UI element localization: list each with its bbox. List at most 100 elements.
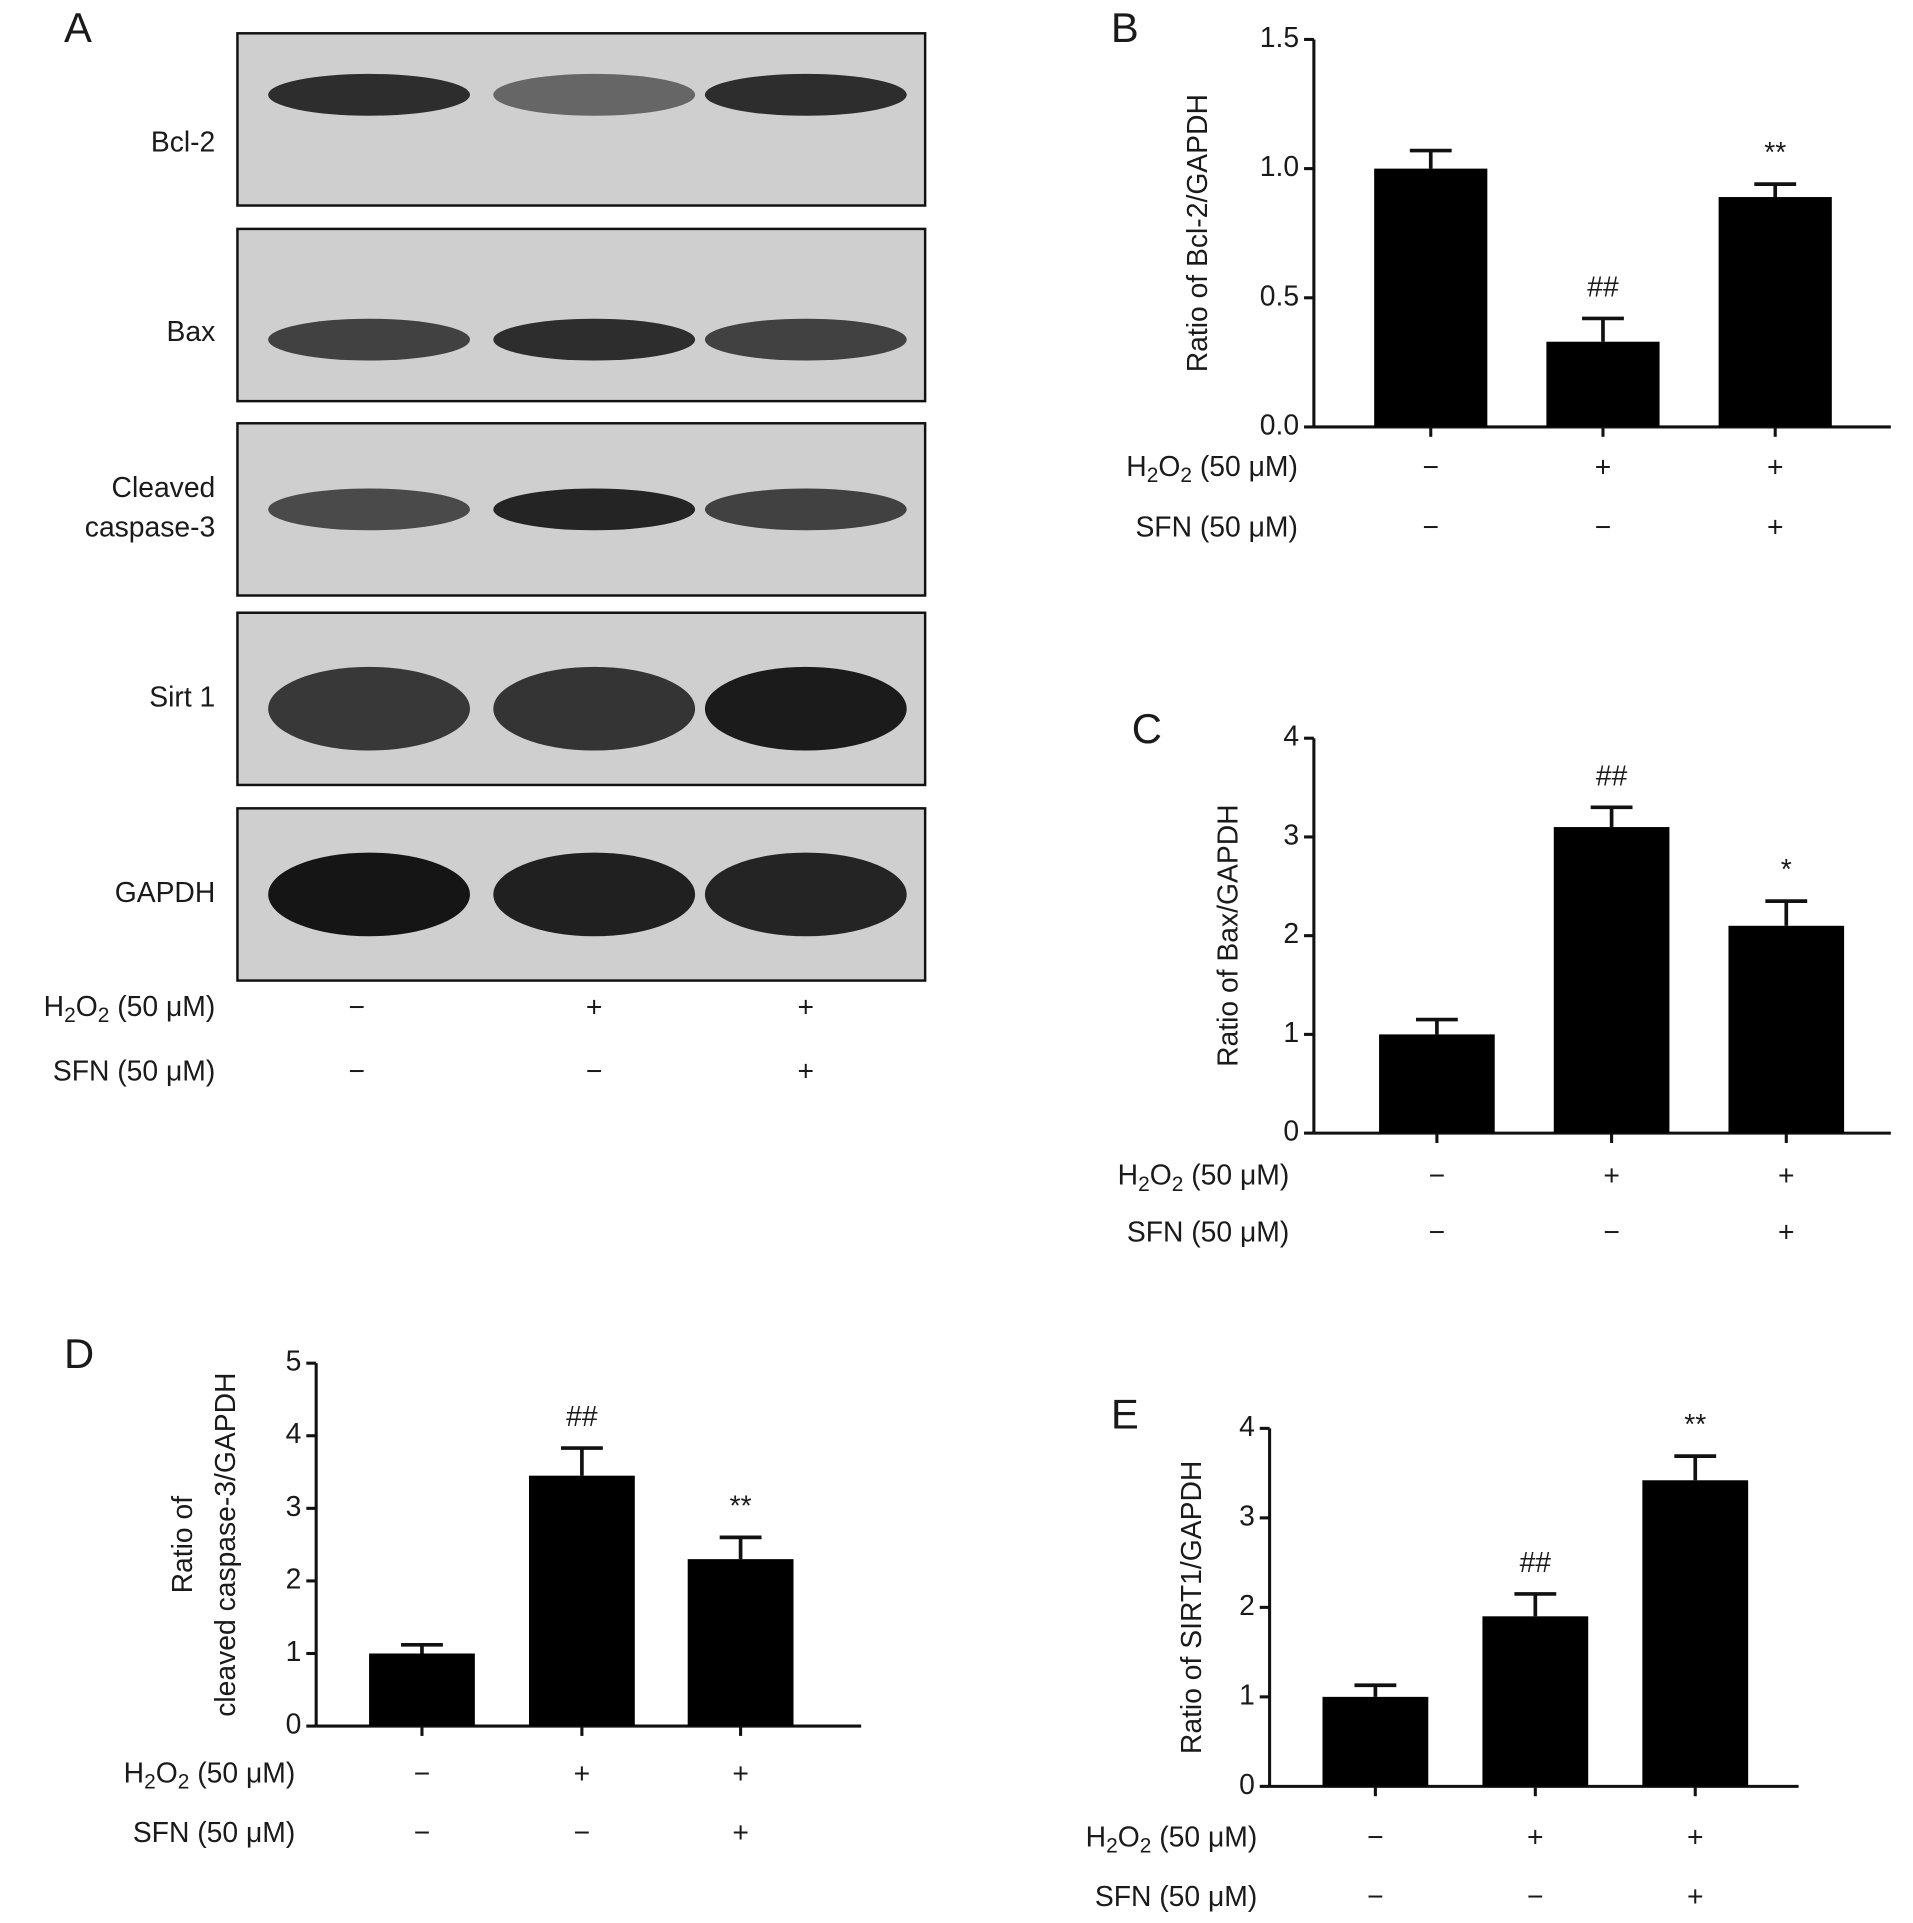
treatment-sign: +: [1687, 1821, 1704, 1853]
y-tick-label: 4: [1239, 1410, 1255, 1442]
y-tick-label: 0.0: [1260, 408, 1299, 440]
y-tick-label: 1.5: [1260, 21, 1299, 53]
treatment-sign: −: [414, 1757, 431, 1789]
treatment-label: SFN (50 μM): [133, 1816, 295, 1848]
y-tick-label: 1: [1283, 1016, 1299, 1048]
panel-label: C: [1132, 705, 1162, 752]
bar: [1642, 1480, 1749, 1787]
y-tick-label: 1.0: [1260, 150, 1299, 182]
significance: ##: [566, 1400, 598, 1432]
bar: [1374, 168, 1488, 427]
treatment-sign: −: [1367, 1821, 1384, 1853]
bar: [369, 1653, 475, 1727]
treatment-label: SFN (50 μM): [53, 1054, 215, 1086]
significance: ##: [1520, 1546, 1552, 1578]
blot-row-label: Bax: [167, 315, 216, 347]
bar: [1718, 197, 1832, 427]
panel-label: E: [1111, 1390, 1139, 1437]
treatment-sign: +: [732, 1816, 749, 1848]
y-tick-label: 0.5: [1260, 279, 1299, 311]
y-tick-label: 0: [286, 1708, 302, 1740]
treatment-label: SFN (50 μM): [1095, 1880, 1257, 1912]
blot-band: [268, 852, 470, 937]
y-tick-label: 1: [1239, 1678, 1255, 1710]
blot-band: [704, 488, 907, 531]
blot-row-label: caspase-3: [85, 511, 215, 543]
treatment-sign: −: [1422, 511, 1439, 543]
bar: [1553, 827, 1670, 1134]
blot-band: [493, 852, 696, 937]
bar: [687, 1559, 794, 1727]
treatment-sign: +: [798, 990, 815, 1022]
blot-row-label: GAPDH: [115, 876, 216, 908]
treatment-label: H2O2 (50 μM): [44, 990, 216, 1026]
treatment-label: SFN (50 μM): [1127, 1215, 1289, 1247]
bar: [528, 1475, 635, 1727]
y-tick-label: 2: [1283, 917, 1299, 949]
treatment-sign: −: [348, 1054, 365, 1086]
significance: **: [730, 1489, 752, 1521]
treatment-sign: +: [574, 1757, 591, 1789]
significance: ##: [1596, 759, 1628, 791]
treatment-sign: −: [1422, 450, 1439, 482]
y-tick-label: 3: [286, 1490, 302, 1522]
treatment-sign: −: [574, 1816, 591, 1848]
significance: **: [1684, 1408, 1706, 1440]
treatment-label: H2O2 (50 μM): [1086, 1821, 1258, 1857]
blot-box: [236, 32, 927, 207]
blot-band: [493, 488, 696, 531]
treatment-sign: +: [1767, 511, 1784, 543]
blot-band: [493, 666, 696, 751]
bar: [1482, 1616, 1589, 1787]
treatment-sign: +: [1687, 1880, 1704, 1912]
panel-label: D: [64, 1330, 94, 1377]
y-axis-label: Ratio of SIRT1/GAPDH: [1175, 1461, 1207, 1754]
y-tick-label: 5: [286, 1345, 302, 1377]
treatment-sign: −: [586, 1054, 603, 1086]
bar: [1379, 1034, 1495, 1134]
treatment-sign: −: [414, 1816, 431, 1848]
panel-label: A: [64, 4, 92, 51]
blot-band: [268, 318, 470, 361]
y-tick-label: 3: [1239, 1499, 1255, 1531]
y-tick-label: 2: [1239, 1589, 1255, 1621]
treatment-label: H2O2 (50 μM): [124, 1757, 296, 1793]
treatment-sign: −: [1603, 1215, 1620, 1247]
blot-row-label: Bcl-2: [151, 125, 215, 157]
treatment-sign: +: [1603, 1159, 1620, 1191]
y-axis-label: cleaved caspase-3/GAPDH: [209, 1373, 241, 1717]
treatment-sign: +: [1595, 450, 1612, 482]
blot-row-label: Cleaved: [112, 471, 216, 503]
y-tick-label: 3: [1283, 818, 1299, 850]
blot-band: [268, 73, 470, 116]
blot-band: [268, 666, 470, 751]
treatment-sign: −: [1367, 1880, 1384, 1912]
treatment-label: H2O2 (50 μM): [1126, 450, 1298, 486]
treatment-sign: −: [1527, 1880, 1544, 1912]
bar: [1546, 341, 1660, 427]
blot-band: [493, 318, 696, 361]
blot-row-label: Sirt 1: [149, 680, 215, 712]
blot-band: [493, 73, 696, 116]
y-axis-label: Ratio of Bax/GAPDH: [1212, 804, 1244, 1066]
treatment-label: H2O2 (50 μM): [1118, 1159, 1290, 1195]
treatment-sign: +: [1778, 1159, 1795, 1191]
treatment-sign: +: [586, 990, 603, 1022]
bar: [1322, 1696, 1429, 1787]
y-tick-label: 0: [1239, 1768, 1255, 1800]
y-tick-label: 4: [1283, 720, 1299, 752]
y-tick-label: 1: [286, 1635, 302, 1667]
treatment-sign: +: [732, 1757, 749, 1789]
blot-band: [704, 318, 907, 361]
treatment-label: SFN (50 μM): [1135, 511, 1297, 543]
y-tick-label: 0: [1283, 1115, 1299, 1147]
treatment-sign: −: [1429, 1215, 1446, 1247]
bar: [1728, 925, 1845, 1134]
significance: *: [1781, 853, 1792, 885]
blot-band: [268, 488, 470, 531]
significance: **: [1764, 136, 1786, 168]
panel-label: B: [1111, 4, 1139, 51]
treatment-sign: +: [798, 1054, 815, 1086]
blot-band: [704, 852, 907, 937]
